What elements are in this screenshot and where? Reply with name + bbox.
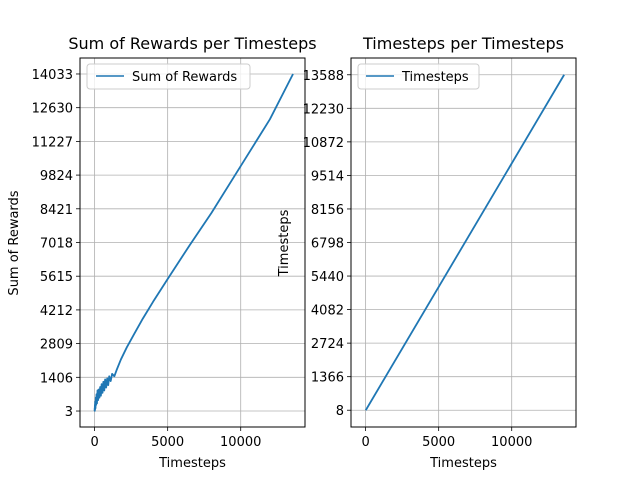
y-tick-label: 5615 xyxy=(40,270,73,285)
y-tick-label: 12230 xyxy=(303,102,344,117)
y-tick-label: 4082 xyxy=(311,304,344,319)
legend-entry: Sum of Rewards xyxy=(132,70,237,85)
x-tick-label: 0 xyxy=(361,435,369,450)
x-axis-label: Timesteps xyxy=(429,456,497,471)
x-tick-label: 0 xyxy=(90,435,98,450)
y-tick-label: 3 xyxy=(65,405,73,420)
y-tick-label: 8421 xyxy=(40,203,73,218)
x-axis-label: Timesteps xyxy=(158,456,226,471)
legend-box xyxy=(86,63,251,90)
legend: Timesteps xyxy=(357,63,480,90)
chart-title: Timesteps per Timesteps xyxy=(362,34,564,53)
y-tick-label: 11227 xyxy=(32,135,73,150)
y-tick-label: 1366 xyxy=(311,371,344,386)
y-tick-label: 1406 xyxy=(40,371,73,386)
y-tick-label: 13588 xyxy=(303,69,344,84)
y-tick-label: 6798 xyxy=(311,237,344,252)
y-tick-label: 2724 xyxy=(311,337,344,352)
y-tick-label: 9514 xyxy=(311,169,344,184)
y-axis-label: Timesteps xyxy=(277,209,292,277)
y-tick-label: 14033 xyxy=(32,68,73,83)
x-tick-label: 5000 xyxy=(422,435,455,450)
legend-entry: Timesteps xyxy=(401,70,469,85)
y-tick-label: 12630 xyxy=(32,102,73,117)
y-tick-label: 10872 xyxy=(303,136,344,151)
series-line xyxy=(364,74,565,411)
y-tick-label: 8156 xyxy=(311,203,344,218)
y-tick-label: 8 xyxy=(336,404,344,419)
x-tick-label: 10000 xyxy=(220,435,261,450)
chart-sum-of-rewards: Sum of Rewards per Timesteps Timesteps S… xyxy=(7,34,317,471)
y-tick-label: 4212 xyxy=(40,304,73,319)
y-tick-label: 2809 xyxy=(40,338,73,353)
y-tick-label: 7018 xyxy=(40,237,73,252)
y-axis-label: Sum of Rewards xyxy=(7,190,22,295)
chart-title: Sum of Rewards per Timesteps xyxy=(68,34,316,53)
legend: Sum of Rewards xyxy=(86,63,251,90)
x-tick-label: 10000 xyxy=(491,435,532,450)
y-tick-label: 9824 xyxy=(40,169,73,184)
legend-box xyxy=(357,63,480,90)
series-line xyxy=(93,73,294,412)
y-tick-label: 5440 xyxy=(311,270,344,285)
x-tick-label: 5000 xyxy=(151,435,184,450)
chart-timesteps: Timesteps per Timesteps Timesteps Timest… xyxy=(277,34,577,471)
